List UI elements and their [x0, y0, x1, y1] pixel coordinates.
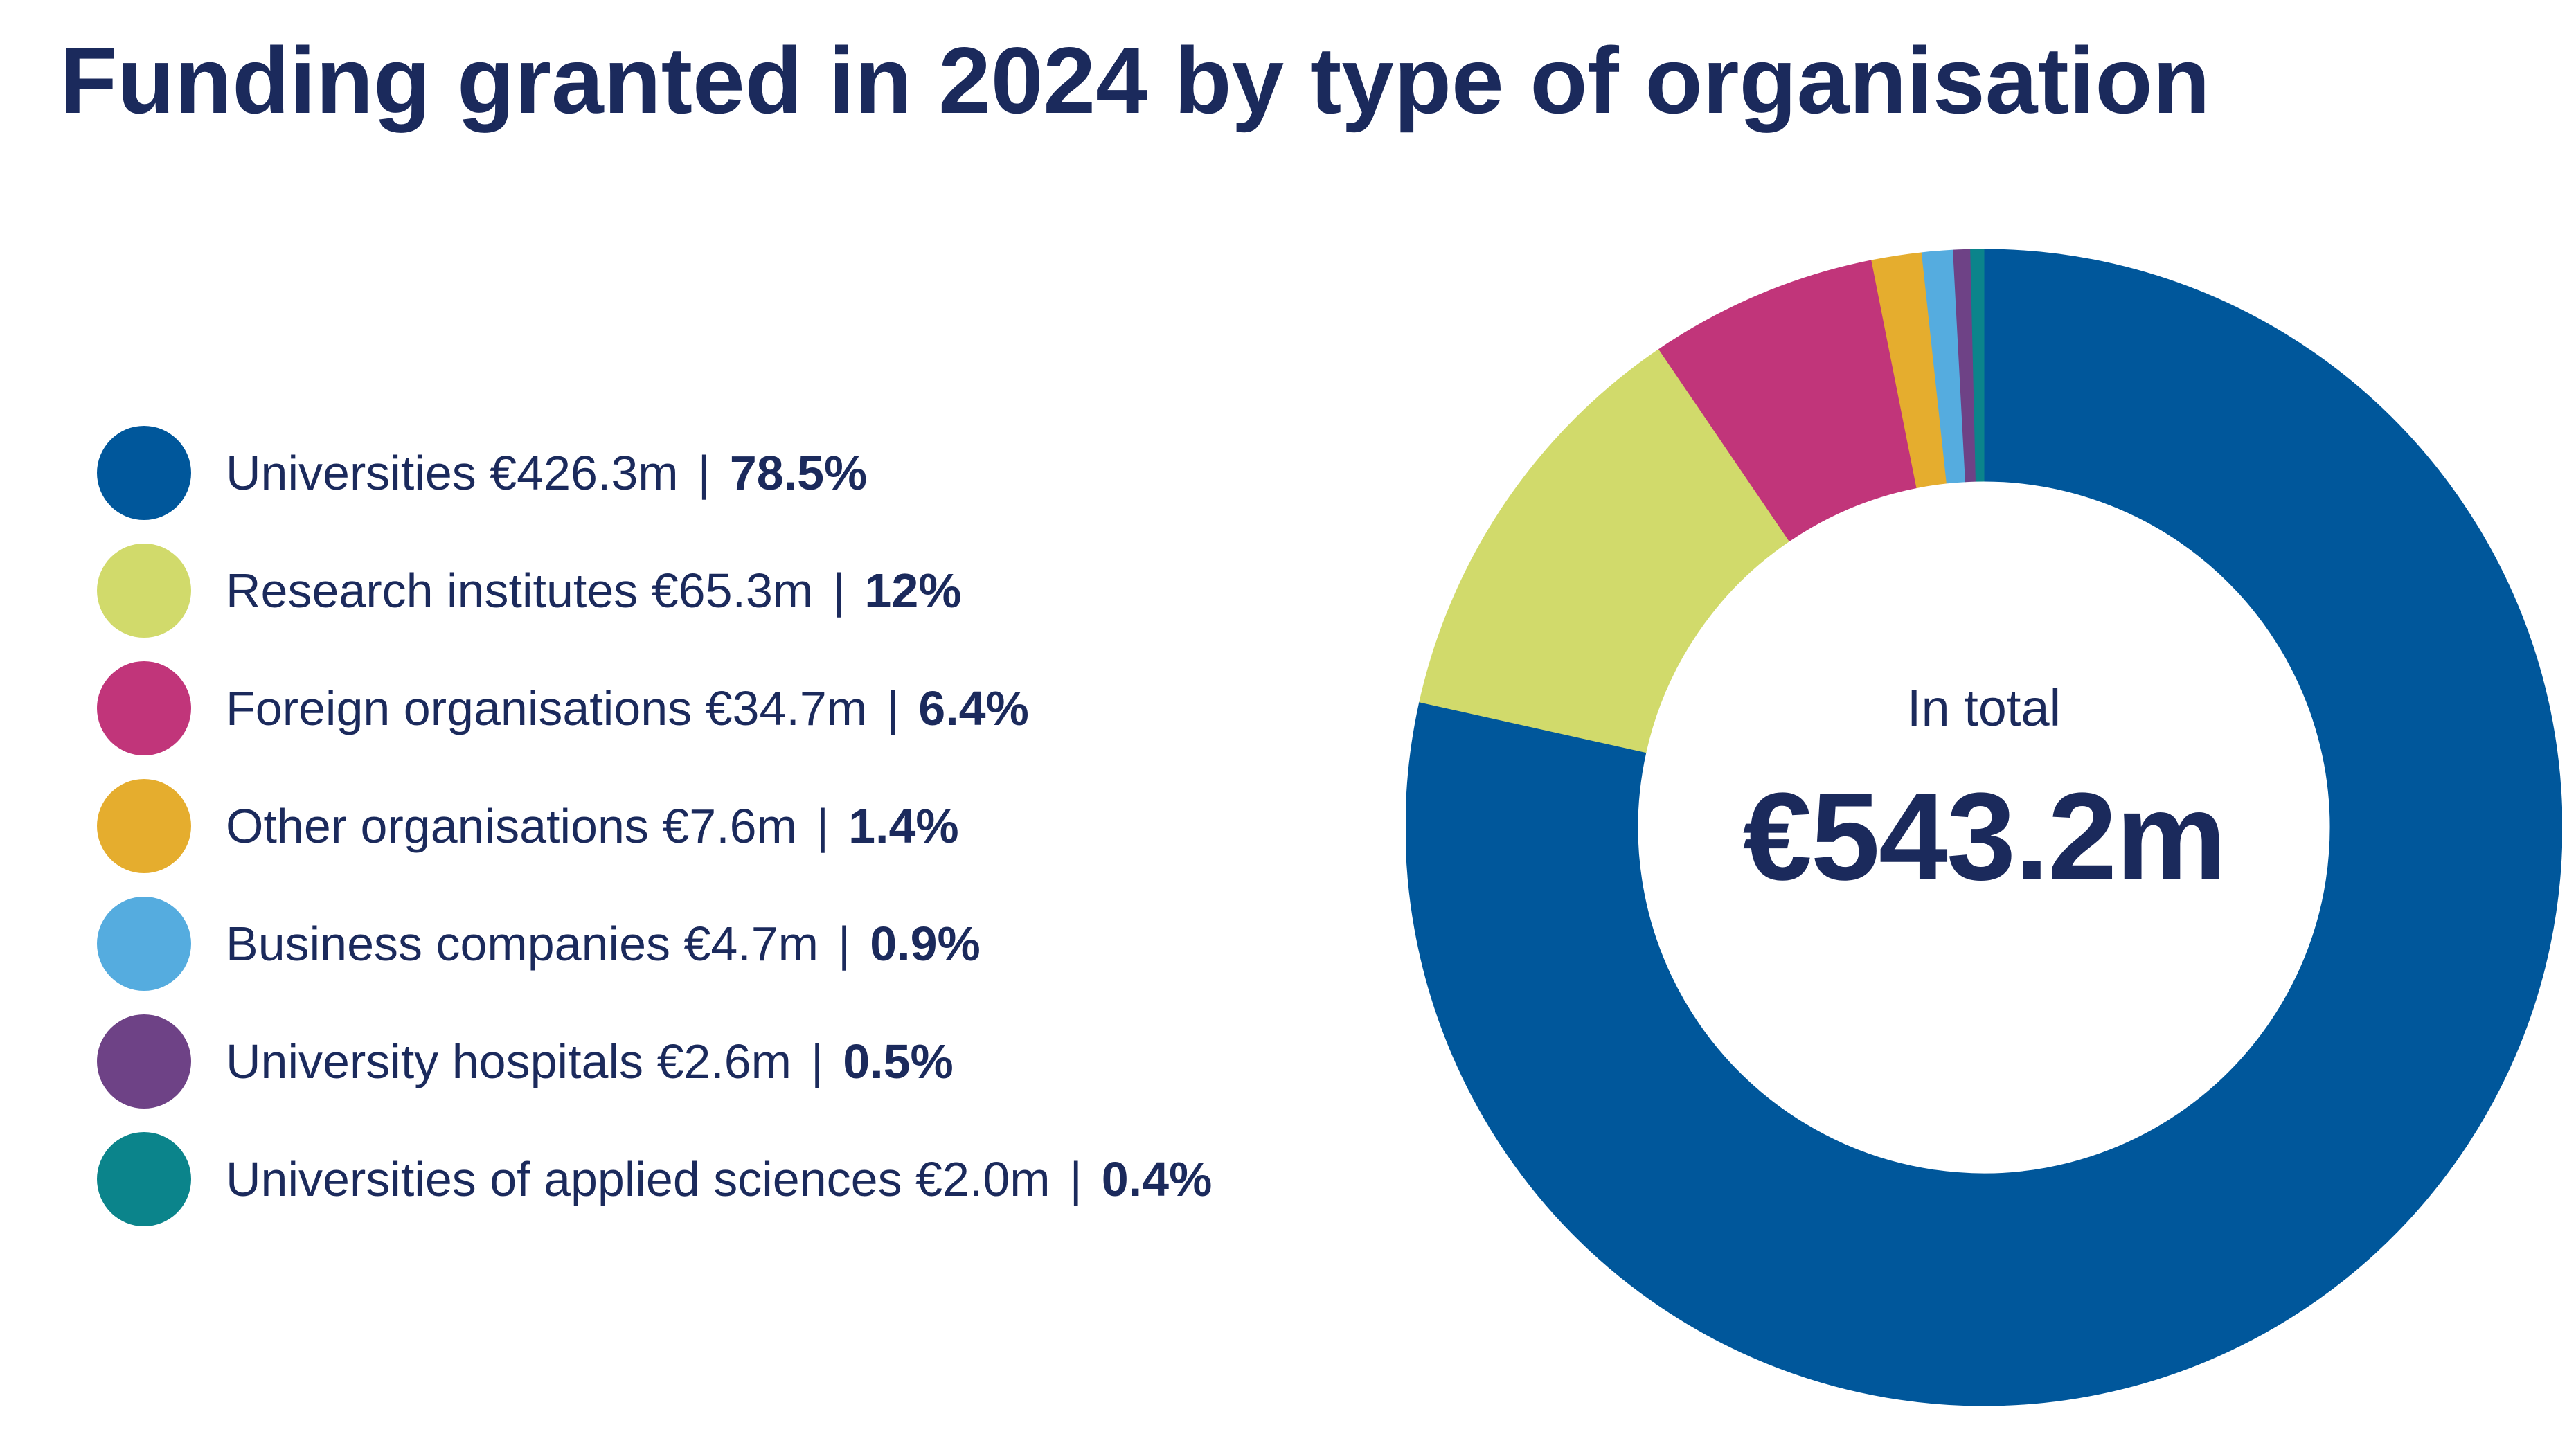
legend-label: Research institutes €65.3m: [226, 564, 814, 618]
legend-percent: 6.4%: [918, 681, 1029, 735]
legend-percent: 0.9%: [870, 917, 981, 971]
legend-item-universities: Universities €426.3m | 78.5%: [97, 426, 1413, 520]
legend-item-foreign-organisations: Foreign organisations €34.7m | 6.4%: [97, 661, 1413, 755]
legend-separator: |: [832, 564, 846, 618]
donut-chart: In total €543.2m: [1406, 249, 2562, 1406]
legend-separator: |: [811, 1034, 824, 1088]
legend-swatch: [97, 1132, 191, 1226]
legend-separator: |: [838, 917, 851, 971]
legend-percent: 0.4%: [1101, 1152, 1213, 1206]
legend-text: Universities of applied sciences €2.0m | 0…: [226, 1151, 1212, 1207]
legend-text: Business companies €4.7m | 0.9%: [226, 916, 981, 971]
legend-label: Universities of applied sciences €2.0m: [226, 1152, 1050, 1206]
donut-svg: [1406, 249, 2562, 1406]
legend-item-other-organisations: Other organisations €7.6m | 1.4%: [97, 779, 1413, 873]
legend-swatch: [97, 661, 191, 755]
legend-label: Universities €426.3m: [226, 446, 679, 500]
legend-text: University hospitals €2.6m | 0.5%: [226, 1034, 954, 1089]
legend-swatch: [97, 779, 191, 873]
legend-percent: 1.4%: [848, 799, 959, 853]
legend-item-university-hospitals: University hospitals €2.6m | 0.5%: [97, 1014, 1413, 1109]
legend-swatch: [97, 544, 191, 638]
donut-slice-universities-of-applied-sciences: [1970, 249, 1985, 482]
legend-percent: 78.5%: [729, 446, 868, 500]
legend-item-universities-of-applied-sciences: Universities of applied sciences €2.0m | 0…: [97, 1132, 1413, 1226]
donut-slice-universities: [1406, 249, 2562, 1406]
legend-separator: |: [816, 799, 830, 853]
legend-label: Business companies €4.7m: [226, 917, 819, 971]
chart-title: Funding granted in 2024 by type of organ…: [60, 28, 2210, 133]
donut-center-total: €543.2m: [1742, 767, 2227, 906]
legend-text: Research institutes €65.3m | 12%: [226, 563, 962, 618]
legend: Universities €426.3m | 78.5% Research inst…: [97, 426, 1413, 1250]
legend-separator: |: [886, 681, 900, 735]
legend-text: Other organisations €7.6m | 1.4%: [226, 798, 959, 854]
legend-swatch: [97, 897, 191, 991]
legend-separator: |: [697, 446, 710, 500]
legend-label: Foreign organisations €34.7m: [226, 681, 868, 735]
donut-slice-research-institutes: [1419, 348, 1790, 753]
legend-separator: |: [1069, 1152, 1082, 1206]
legend-text: Universities €426.3m | 78.5%: [226, 445, 867, 501]
legend-label: University hospitals €2.6m: [226, 1034, 791, 1088]
legend-swatch: [97, 1014, 191, 1109]
legend-label: Other organisations €7.6m: [226, 799, 797, 853]
legend-percent: 12%: [864, 564, 962, 618]
legend-percent: 0.5%: [843, 1034, 954, 1088]
donut-center-caption: In total: [1906, 679, 2061, 737]
legend-item-research-institutes: Research institutes €65.3m | 12%: [97, 544, 1413, 638]
legend-swatch: [97, 426, 191, 520]
legend-text: Foreign organisations €34.7m | 6.4%: [226, 681, 1029, 736]
legend-item-business-companies: Business companies €4.7m | 0.9%: [97, 897, 1413, 991]
